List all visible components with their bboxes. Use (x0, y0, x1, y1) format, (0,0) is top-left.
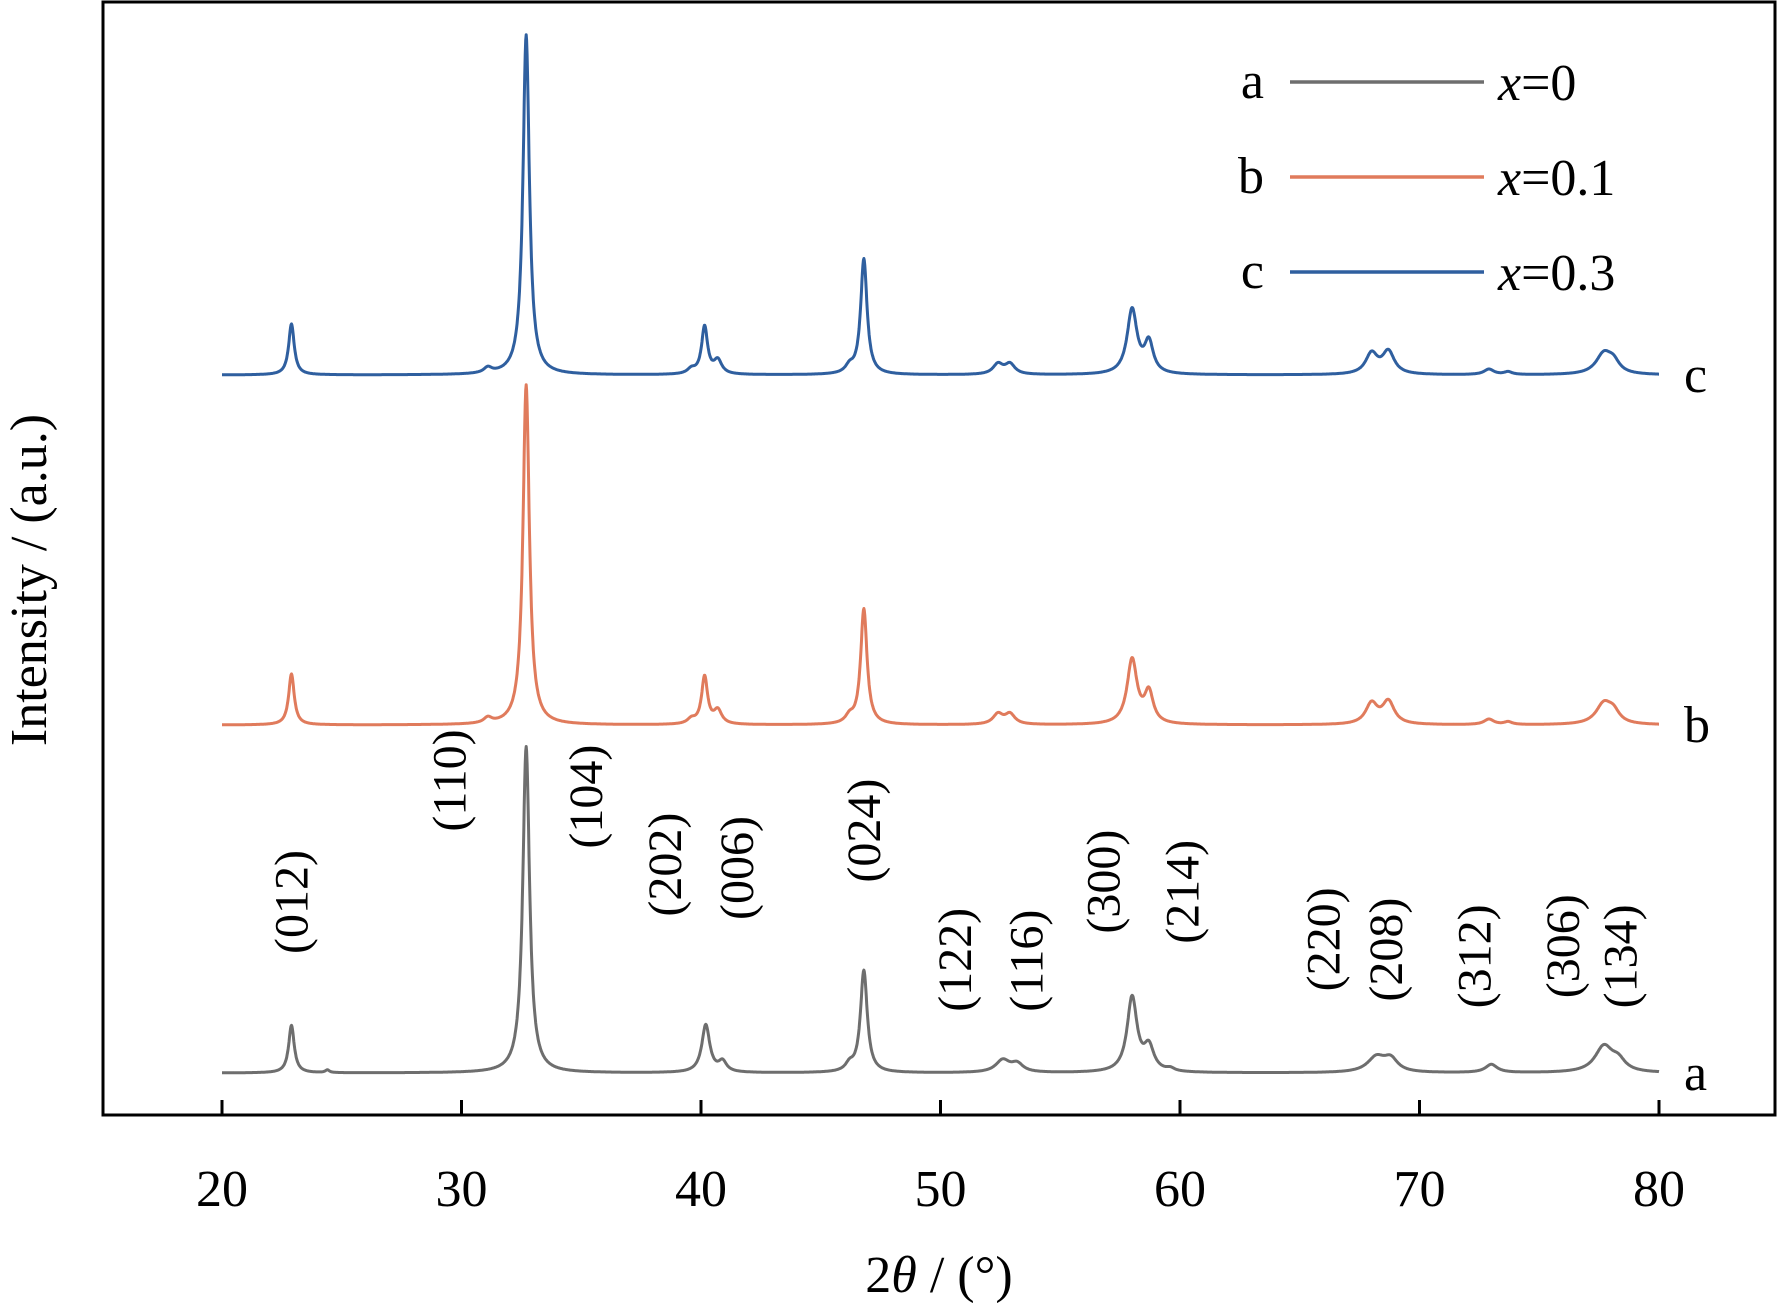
peak-annotation: (110) (424, 729, 477, 831)
peak-annotation: (208) (1360, 898, 1413, 1002)
peak-annotations: (012) (110) (104) (202) (006) (024) (122) (116)… (266, 729, 1648, 1011)
x-axis-label: 2θ / (°) (865, 1247, 1012, 1303)
peak-annotation: (012) (266, 850, 319, 954)
peak-annotation: (116) (1001, 910, 1054, 1012)
x-tick-label-50: 50 (915, 1161, 967, 1218)
peak-annotation: (220) (1298, 887, 1351, 991)
peak-annotation: (104) (560, 745, 613, 849)
x-tick-label-40: 40 (675, 1161, 727, 1218)
x-tick-label-20: 20 (196, 1161, 248, 1218)
x-axis: 20 30 40 50 60 70 80 (196, 1100, 1685, 1218)
legend-label-b: x=0.1 (1497, 150, 1615, 207)
legend-key-a: a (1241, 53, 1264, 110)
series-line-b (221, 383, 1660, 727)
series-end-label-c: c (1684, 347, 1707, 404)
x-tick-label-70: 70 (1394, 1161, 1446, 1218)
series-end-label-a: a (1684, 1045, 1707, 1102)
series-end-labels: a b c (1684, 347, 1710, 1102)
x-tick-label-30: 30 (436, 1161, 488, 1218)
x-tick-label-60: 60 (1154, 1161, 1206, 1218)
peak-annotation: (122) (929, 908, 982, 1012)
series-line-c (221, 33, 1660, 377)
peak-annotation: (214) (1156, 840, 1209, 944)
peak-annotation: (006) (711, 816, 764, 920)
x-axis-label-symbol: θ (891, 1247, 917, 1303)
peak-annotation: (306) (1537, 894, 1590, 998)
x-axis-label-prefix: 2 (865, 1247, 891, 1303)
peak-annotation: (134) (1595, 904, 1648, 1008)
legend-key-b: b (1238, 148, 1264, 205)
series-end-label-b: b (1684, 697, 1710, 754)
peak-annotation: (312) (1449, 904, 1502, 1008)
legend-label-a: x=0 (1497, 55, 1576, 112)
legend-label-c: x=0.3 (1497, 245, 1615, 302)
legend-key-c: c (1241, 243, 1264, 300)
series-layer (221, 33, 1660, 1075)
legend: a x=0 b x=0.1 c x=0.3 (1238, 53, 1615, 302)
y-axis-label: Intensity / (a.u.) (1, 414, 58, 746)
peak-annotation: (202) (639, 813, 692, 917)
peak-annotation: (024) (838, 779, 891, 883)
series-line-a (221, 745, 1660, 1075)
x-tick-label-80: 80 (1633, 1161, 1685, 1218)
peak-annotation: (300) (1077, 830, 1130, 934)
x-axis-label-suffix: / (°) (917, 1247, 1013, 1303)
